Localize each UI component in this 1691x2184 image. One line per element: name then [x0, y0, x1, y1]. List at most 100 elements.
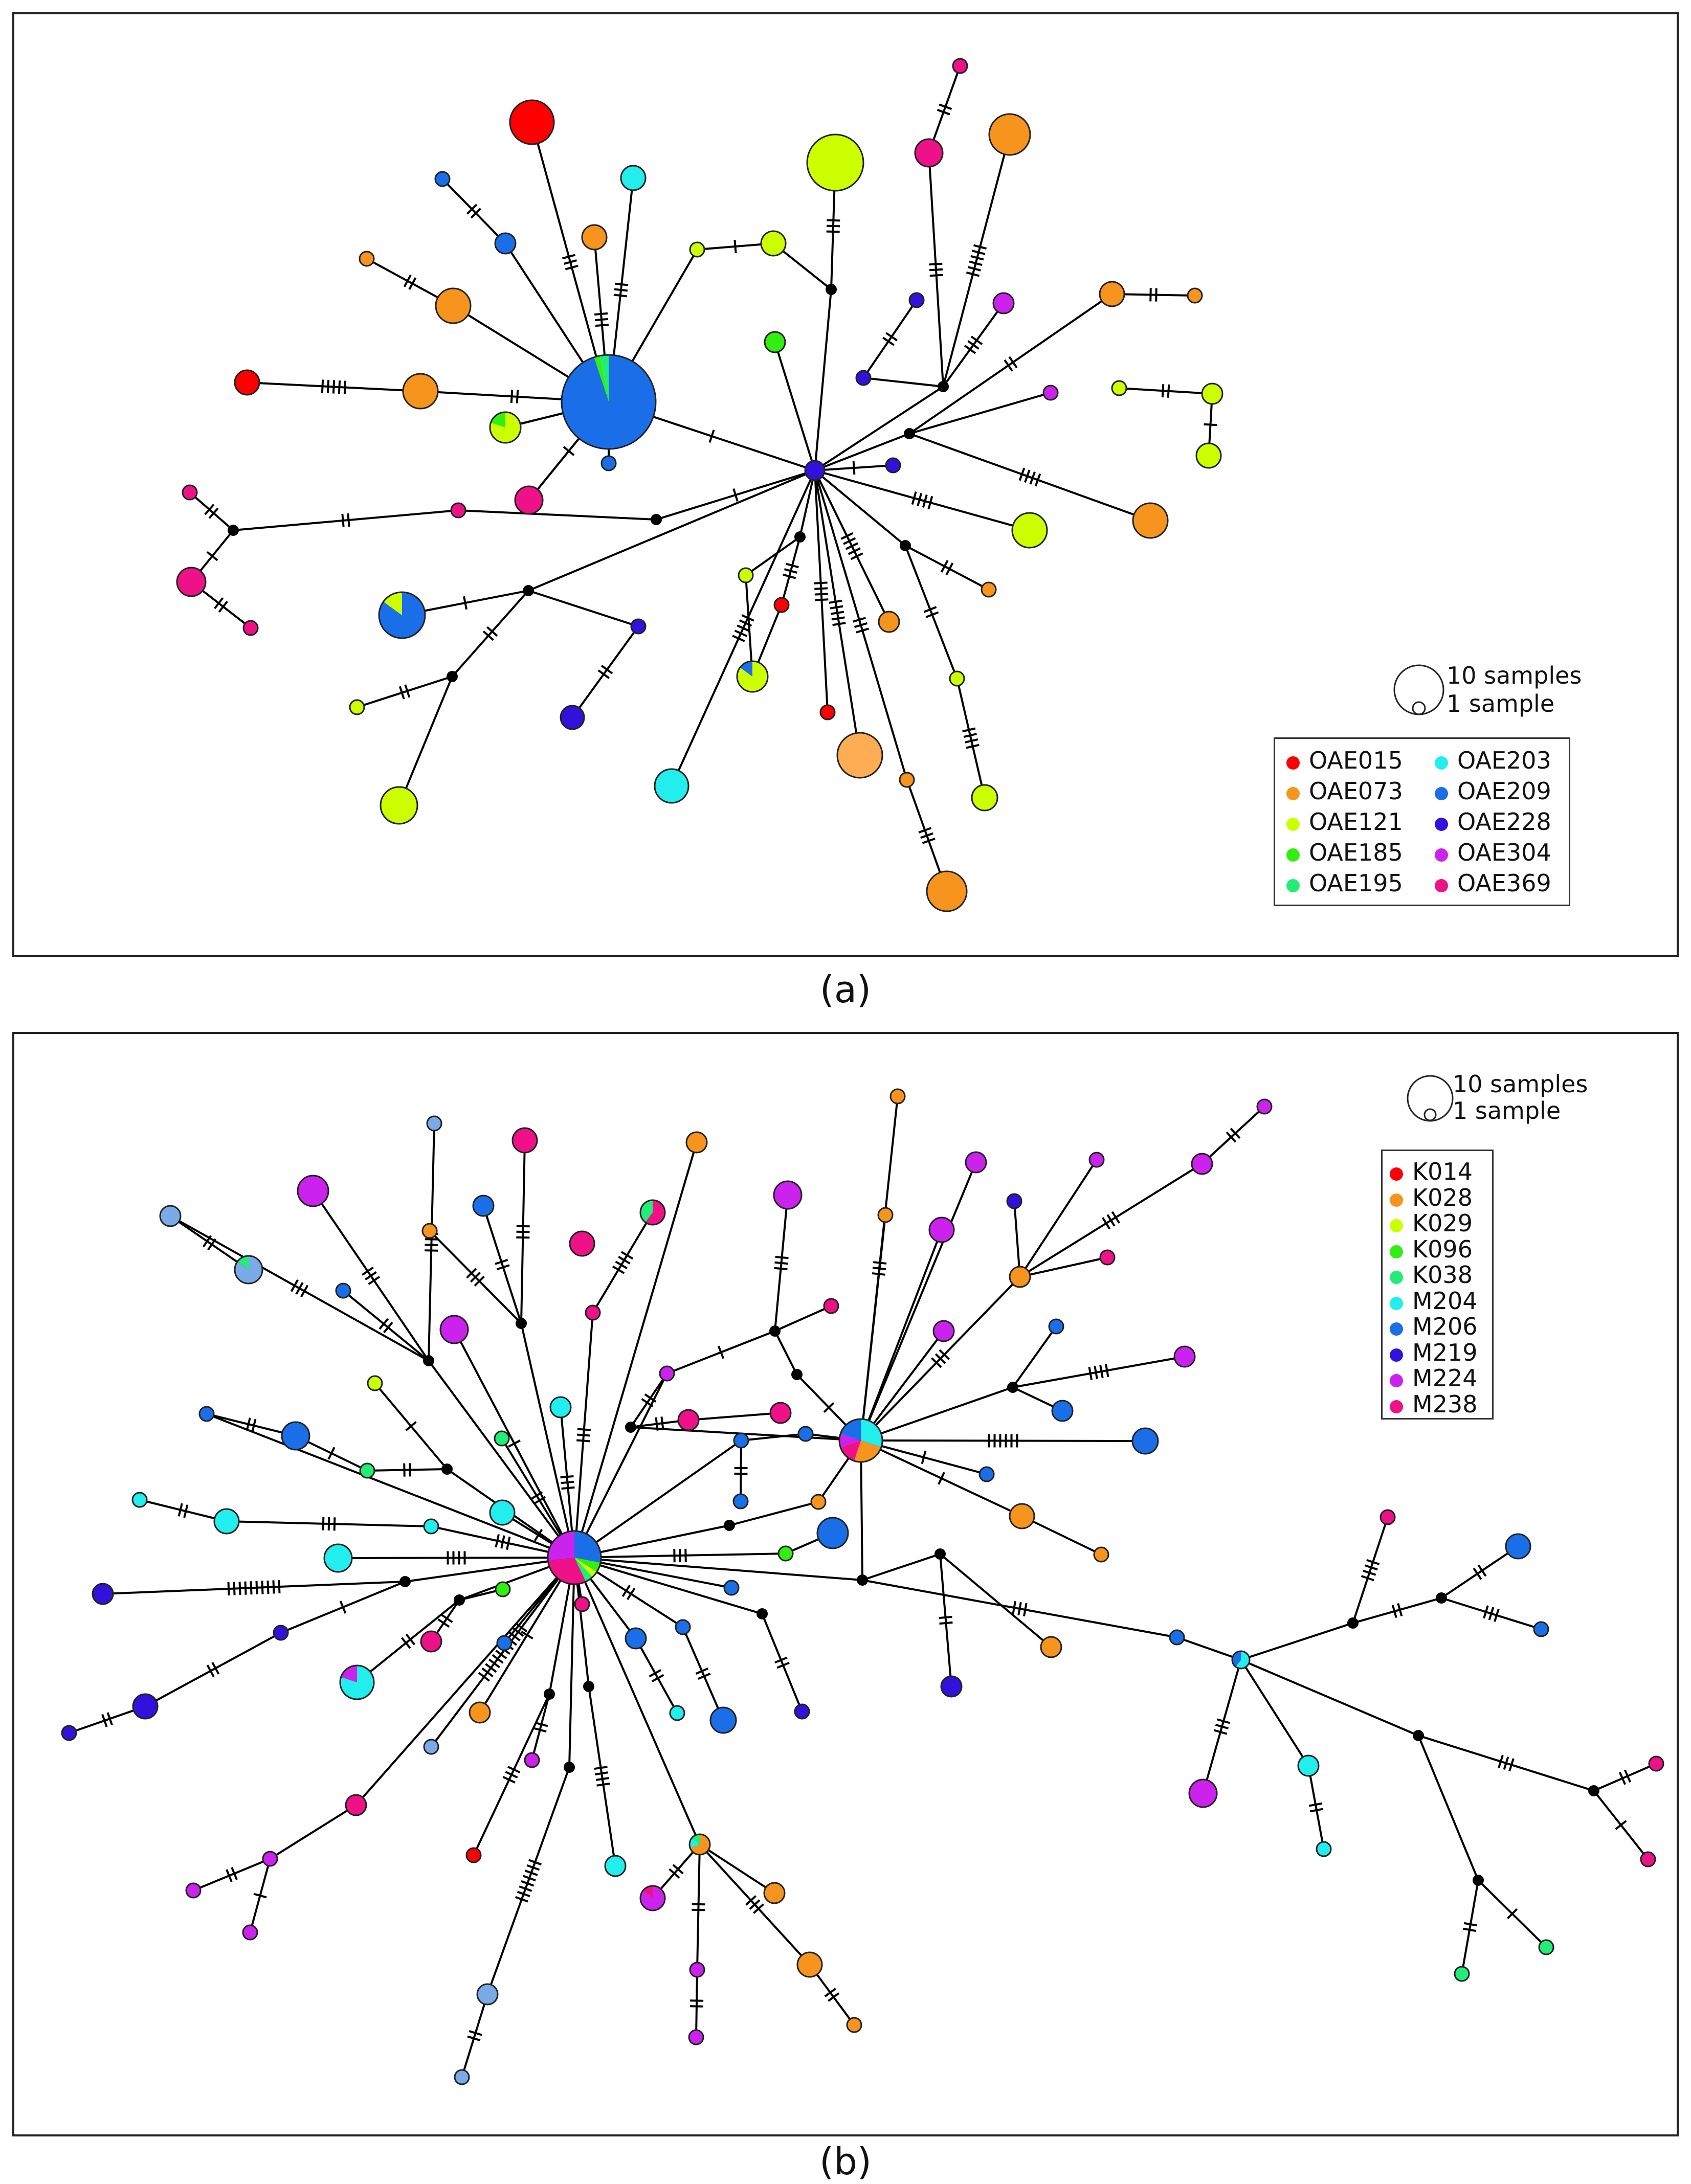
mutation-tick: [208, 507, 219, 519]
mutation-tick: [922, 838, 936, 844]
legend-label: OAE203: [1457, 747, 1551, 774]
mutation-tick: [492, 1654, 504, 1664]
network-edge: [942, 134, 1011, 387]
mutation-tick: [500, 1535, 505, 1549]
pie-slice: [341, 1665, 357, 1682]
mutation-tick: [775, 1255, 789, 1259]
median-vector-node: [938, 381, 949, 392]
mutation-tick: [218, 600, 228, 613]
legend-item-oae369: OAE369: [1435, 870, 1551, 896]
mutation-tick: [403, 274, 412, 287]
haplotype-node: [1040, 1636, 1062, 1658]
haplotype-node: [1188, 1778, 1218, 1808]
network-edge: [862, 299, 918, 379]
mutation-tick: [576, 1439, 590, 1443]
mutation-tick: [814, 587, 828, 590]
mutation-tick: [528, 1859, 542, 1866]
haplotype-node: [988, 113, 1031, 156]
haplotype-node: [489, 1499, 516, 1526]
mutation-tick: [437, 1618, 450, 1628]
haplotype-node: [323, 1543, 353, 1573]
haplotype-node: [560, 705, 585, 730]
mutation-tick: [1088, 1366, 1093, 1381]
network-edge: [814, 433, 910, 471]
haplotype-node: [723, 1580, 740, 1596]
network-edge: [863, 377, 944, 388]
network-edge: [1019, 1159, 1098, 1278]
haplotype-node: [823, 1298, 839, 1314]
median-vector-node: [756, 1608, 768, 1619]
pie-outline: [736, 660, 769, 693]
mutation-tick: [1494, 1608, 1500, 1622]
network-edge: [1352, 1597, 1442, 1624]
mutation-tick: [939, 1615, 952, 1619]
mutation-tick: [1366, 1559, 1380, 1565]
size-key-b: 10 samples 1 sample: [1401, 1070, 1627, 1136]
network-edge: [860, 1214, 886, 1441]
network-edge: [860, 1439, 1146, 1442]
mutation-tick: [1483, 1605, 1489, 1619]
network-edge: [573, 1557, 701, 1845]
mutation-tick: [508, 1439, 521, 1448]
haplotype-node: [574, 1596, 590, 1612]
haplotype-pie-node: [561, 354, 657, 450]
haplotype-node: [434, 171, 451, 187]
mutation-tick: [1102, 1217, 1111, 1230]
network-edge: [367, 1468, 448, 1472]
mutation-tick: [739, 619, 752, 627]
network-edge: [860, 1386, 1013, 1442]
haplotype-node: [949, 670, 965, 687]
network-edge: [233, 509, 459, 531]
network-edge: [1307, 1765, 1325, 1850]
network-edge: [1019, 1256, 1108, 1278]
network-edge: [904, 545, 958, 679]
pie-slice: [861, 1419, 882, 1447]
mutation-tick: [1309, 1808, 1324, 1813]
mutation-tick: [1215, 1724, 1229, 1729]
mutation-tick: [507, 1766, 521, 1773]
haplotype-node: [620, 165, 647, 191]
mutation-tick: [207, 1238, 217, 1251]
mutation-tick: [488, 1658, 500, 1669]
legend-item-m219: M219: [1390, 1339, 1478, 1366]
pie-slice: [689, 1834, 710, 1855]
pie-slice: [737, 661, 768, 692]
legend-item-k038: K038: [1390, 1262, 1473, 1288]
haplotype-node: [367, 1375, 383, 1391]
mutation-tick: [398, 686, 405, 700]
mutation-tick: [660, 1416, 664, 1430]
mutation-tick: [379, 1318, 389, 1330]
mutation-tick: [405, 1633, 415, 1646]
network-edge: [1440, 1545, 1519, 1599]
network-edge: [1593, 1763, 1657, 1792]
haplotype-node: [131, 1492, 148, 1508]
mutation-tick: [1462, 1927, 1477, 1932]
mutation-tick: [505, 1771, 518, 1778]
haplotype-node: [262, 1851, 278, 1867]
network-edge: [139, 1499, 227, 1522]
network-edge: [269, 1804, 357, 1860]
mutation-tick: [466, 204, 478, 215]
mutation-tick: [463, 596, 468, 610]
legend-item-oae209: OAE209: [1435, 778, 1551, 804]
haplotype-node: [1538, 1939, 1554, 1955]
size-key-circles-icon: [1393, 664, 1444, 715]
network-edge: [630, 1426, 861, 1442]
network-edge: [574, 1557, 863, 1581]
haplotype-node: [585, 1304, 601, 1321]
pie-outline: [489, 411, 522, 444]
mutation-tick: [732, 635, 745, 642]
network-panel-a: 10 samples 1 sample OAE015 OAE073 OAE121 OA…: [12, 12, 1679, 957]
mutation-tick: [774, 1267, 788, 1271]
haplotype-node: [132, 1693, 159, 1720]
network-edge: [909, 433, 1151, 522]
mutation-tick: [526, 1864, 540, 1871]
legend-swatch-icon: [1286, 756, 1300, 770]
mutation-tick: [361, 1266, 374, 1276]
haplotype-node: [423, 1518, 439, 1535]
mutation-tick: [482, 630, 494, 641]
haplotype-node: [420, 1630, 442, 1653]
haplotype-node: [797, 1426, 814, 1442]
network-edge: [441, 178, 506, 244]
mutation-tick: [510, 390, 514, 403]
